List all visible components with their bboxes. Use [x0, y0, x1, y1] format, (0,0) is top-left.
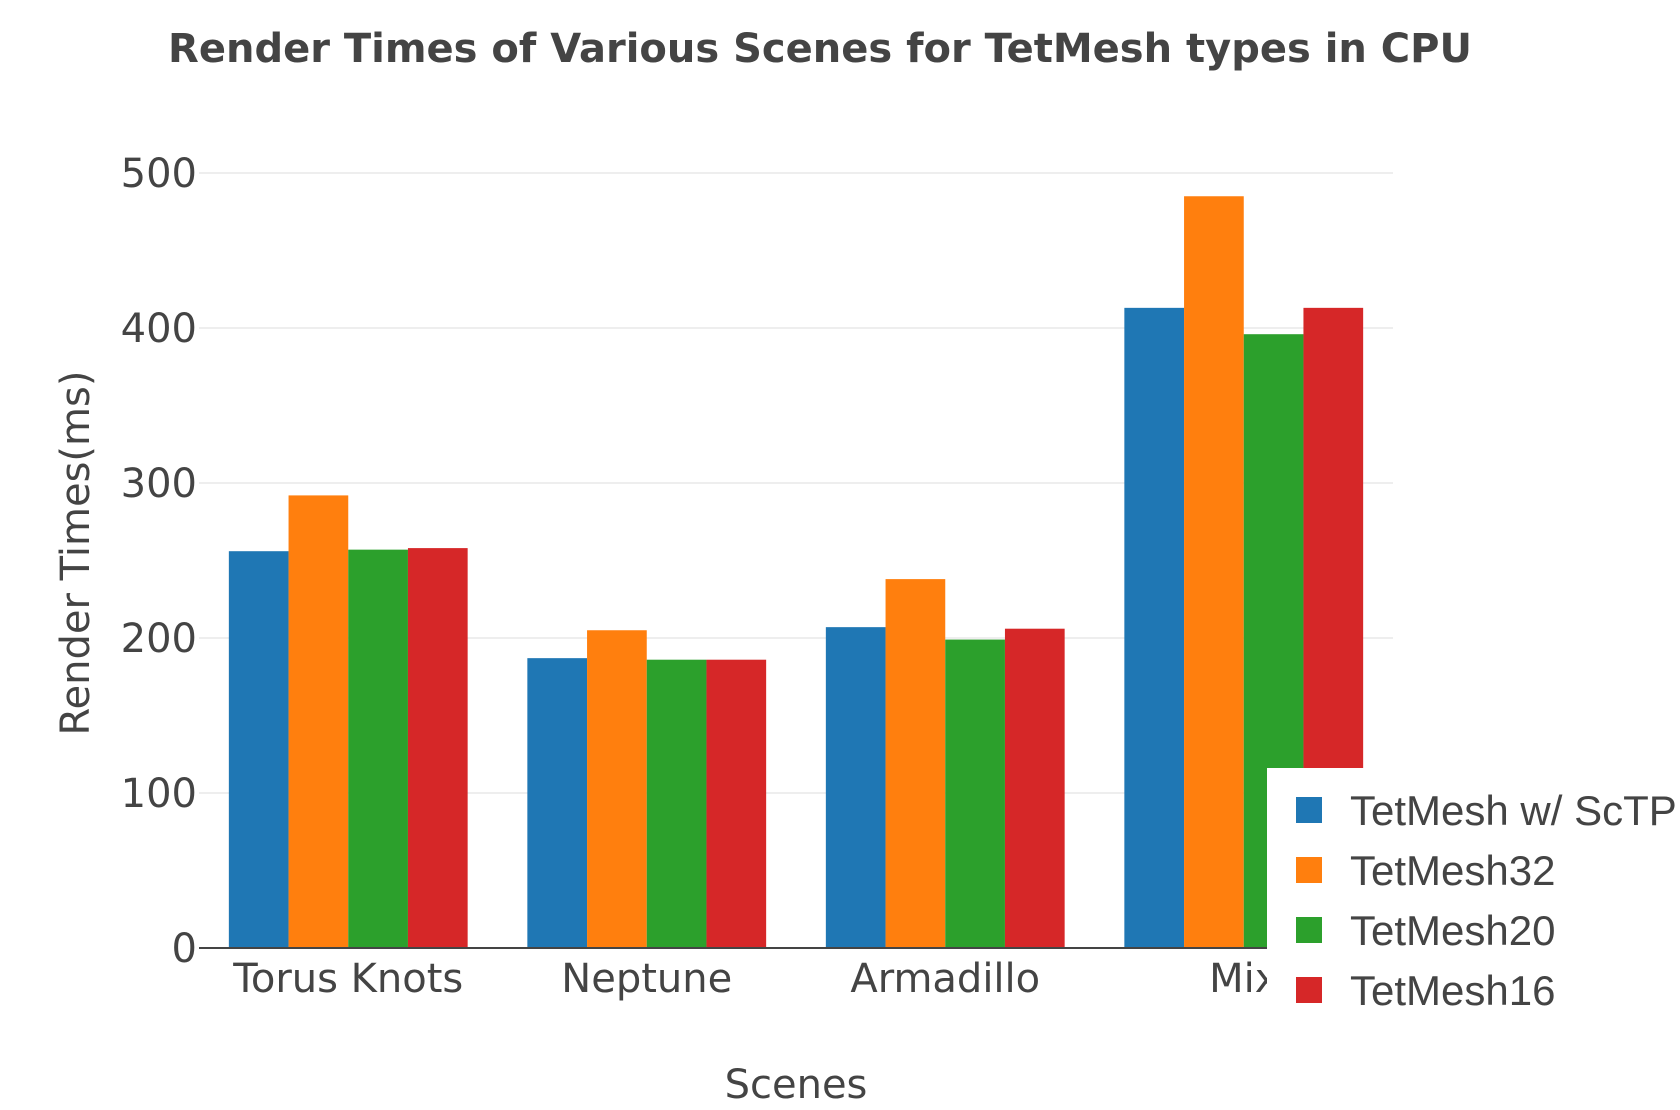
x-axis-label: Scenes: [725, 1062, 868, 1106]
x-tick-labels: Torus Knots Neptune Armadillo Mix: [232, 956, 1278, 1002]
legend-label: TetMesh w/ ScTP: [1350, 787, 1677, 834]
legend-swatch: [1296, 977, 1322, 1003]
x-tick-label: Armadillo: [850, 956, 1040, 1002]
chart-title: Render Times of Various Scenes for TetMe…: [168, 26, 1472, 72]
bar: [825, 627, 886, 948]
y-tick-label: 500: [121, 151, 197, 197]
x-tick-label: Mix: [1209, 956, 1278, 1002]
legend-swatch: [1296, 917, 1322, 943]
legend: TetMesh w/ ScTP TetMesh32 TetMesh20 TetMesh…: [1267, 768, 1680, 1018]
x-tick-label: Neptune: [561, 956, 732, 1002]
bar: [527, 658, 588, 948]
bar: [348, 549, 408, 948]
bar: [228, 551, 289, 948]
bar: [407, 548, 468, 948]
legend-swatch: [1296, 857, 1322, 883]
y-axis-label: Render Times(ms): [53, 371, 99, 736]
bar: [885, 579, 946, 948]
y-tick-labels: 0 100 200 300 400 500: [121, 151, 197, 972]
bar: [945, 639, 1005, 948]
legend-label: TetMesh16: [1350, 967, 1555, 1014]
bar: [706, 659, 767, 948]
y-tick-label: 100: [121, 771, 197, 817]
y-tick-label: 0: [172, 926, 197, 972]
legend-label: TetMesh32: [1350, 847, 1555, 894]
legend-swatch: [1296, 797, 1322, 823]
bar: [1184, 196, 1244, 948]
bars: [228, 196, 1364, 949]
bar: [1124, 307, 1185, 949]
y-tick-label: 200: [121, 616, 197, 662]
bar: [646, 659, 707, 948]
legend-label: TetMesh20: [1350, 907, 1555, 954]
bar: [288, 495, 349, 948]
bar: [1004, 628, 1065, 948]
legend-background: [1267, 768, 1680, 1018]
x-tick-label: Torus Knots: [232, 956, 463, 1002]
y-tick-label: 300: [121, 461, 197, 507]
y-tick-label: 400: [121, 306, 197, 352]
bar: [587, 630, 647, 948]
